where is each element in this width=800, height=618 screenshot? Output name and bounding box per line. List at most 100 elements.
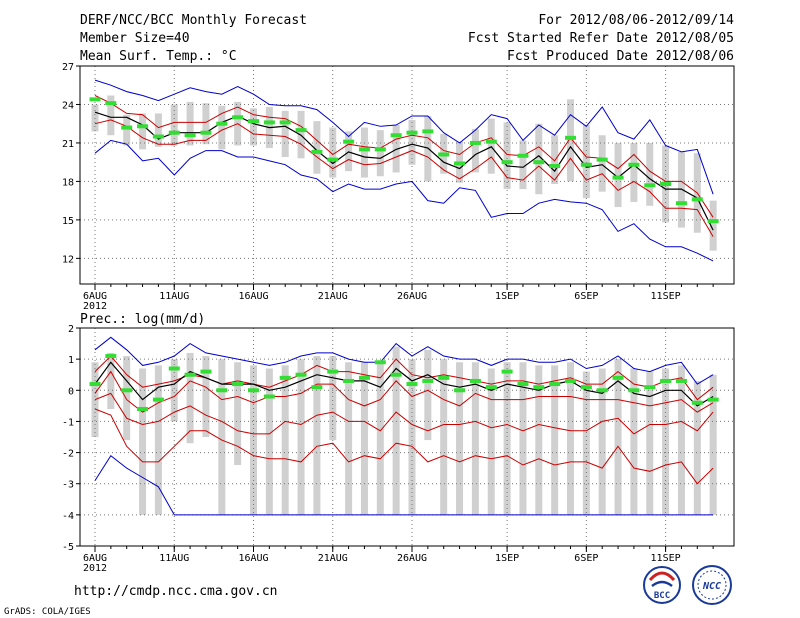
prec-median-mark xyxy=(691,400,703,405)
temp-median-mark xyxy=(533,160,545,165)
temp-spread-box xyxy=(614,142,622,208)
temp-xtick-label: 21AUG xyxy=(318,291,348,302)
temp-median-mark xyxy=(565,135,576,140)
prec-spread-box xyxy=(170,359,178,422)
prec-median-mark xyxy=(485,385,497,390)
temp-spread-box xyxy=(313,121,321,174)
prec-spread-box xyxy=(234,362,242,466)
ncc-logo-text: NCC xyxy=(702,581,721,592)
temp-median-mark xyxy=(454,161,466,166)
prec-median-mark xyxy=(358,375,370,380)
prec-median-mark xyxy=(675,378,687,383)
prec-max-line xyxy=(94,336,714,385)
prec-median-mark xyxy=(184,372,196,377)
temp-spread-box xyxy=(170,104,178,146)
prec-median-mark xyxy=(628,388,640,393)
temp-spread-box xyxy=(360,127,368,178)
prec-median-mark xyxy=(660,378,672,383)
temp-median-mark xyxy=(137,124,149,129)
prec-median-mark xyxy=(580,385,592,390)
temp-spread-box xyxy=(376,130,384,177)
prec-spread-box xyxy=(424,349,432,441)
precip-panel-label: Prec.: log(mm/d) xyxy=(80,312,205,327)
temp-median-mark xyxy=(660,181,672,186)
fcst-started-label: Fcst Started Refer Date 2012/08/05 xyxy=(468,31,734,46)
prec-median-mark xyxy=(232,382,244,387)
prec-spread-box xyxy=(329,356,337,441)
prec-median-mark xyxy=(343,378,355,383)
prec-median-mark xyxy=(168,366,180,371)
temp-median-mark xyxy=(327,157,339,162)
temp-median-mark xyxy=(390,133,402,138)
temp-q75-line xyxy=(94,95,714,218)
prec-median-mark xyxy=(295,372,307,377)
temp-spread-box xyxy=(281,110,289,158)
variable-label: Mean Surf. Temp.: °C xyxy=(80,49,237,64)
prec-ytick-label: -5 xyxy=(62,542,74,553)
prec-median-mark xyxy=(121,388,133,393)
prec-median-mark xyxy=(707,397,719,402)
prec-spread-box xyxy=(360,362,368,515)
temp-median-mark xyxy=(311,149,323,154)
temp-spread-box xyxy=(598,135,606,192)
prec-spread-box xyxy=(91,362,99,437)
temp-spread-box xyxy=(567,99,574,182)
prec-median-mark xyxy=(565,378,576,383)
prec-spread-box xyxy=(693,380,701,515)
temp-median-mark xyxy=(121,125,133,130)
prec-xtick-label: 16AUG xyxy=(238,553,268,564)
prec-spread-box xyxy=(503,362,511,515)
temp-median-mark xyxy=(469,140,481,145)
temp-median-mark xyxy=(184,133,196,138)
prec-spread-box xyxy=(598,368,606,515)
period-label: For 2012/08/06-2012/09/14 xyxy=(538,13,734,28)
prec-median-mark xyxy=(422,378,434,383)
temp-q25-line xyxy=(94,119,714,237)
fcst-produced-label: Fcst Produced Date 2012/08/06 xyxy=(507,49,734,64)
prec-median-mark xyxy=(501,369,513,374)
temp-median-mark xyxy=(501,160,513,165)
prec-ytick-label: -3 xyxy=(62,480,74,491)
source-url[interactable]: http://cmdp.ncc.cma.gov.cn xyxy=(74,584,278,599)
temp-spread-box xyxy=(123,114,131,146)
prec-spread-box xyxy=(107,352,115,409)
temp-median-mark xyxy=(580,162,592,167)
prec-spread-box xyxy=(582,371,590,515)
temp-median-mark xyxy=(168,130,180,135)
temp-max-line xyxy=(94,79,714,195)
prec-median-mark xyxy=(517,382,529,387)
prec-median-mark xyxy=(327,369,339,374)
prec-spread-box xyxy=(154,365,162,515)
prec-spread-box xyxy=(535,365,543,515)
temp-spread-box xyxy=(519,140,527,190)
temp-spread-box xyxy=(646,142,654,206)
prec-median-mark xyxy=(279,375,291,380)
temp-ytick-label: 15 xyxy=(62,216,74,227)
temperature-panel: 12 15 18 21 24 27 6AUG 11AUG 16AUG 21AUG 26AUG 1SEP… xyxy=(62,62,735,312)
temp-median-mark xyxy=(517,153,529,158)
temp-median-mark xyxy=(358,147,370,152)
temp-median-mark xyxy=(152,134,164,139)
prec-ytick-label: -4 xyxy=(62,511,74,522)
prec-spread-box xyxy=(456,362,464,515)
prec-ytick-label: 1 xyxy=(68,355,74,366)
prec-xtick-label: 6SEP xyxy=(574,553,598,564)
prec-ytick-label: 0 xyxy=(68,386,74,397)
temp-median-mark xyxy=(216,121,228,126)
prec-spread-box xyxy=(265,368,273,515)
temp-median-mark xyxy=(438,152,450,157)
temp-median-mark xyxy=(232,115,244,120)
prec-spread-box xyxy=(551,365,559,515)
ncc-logo: NCC xyxy=(692,565,732,605)
prec-spread-box xyxy=(139,368,147,515)
temp-median-mark xyxy=(279,120,291,125)
temp-spread-box xyxy=(471,128,479,173)
temp-ytick-label: 18 xyxy=(62,177,74,188)
temp-median-mark xyxy=(549,164,561,169)
prec-median-mark xyxy=(137,406,149,411)
temp-plot-frame xyxy=(79,65,735,285)
prec-spread-box xyxy=(519,362,527,515)
prec-median-mark xyxy=(469,378,481,383)
temp-ytick-label: 27 xyxy=(62,62,74,73)
